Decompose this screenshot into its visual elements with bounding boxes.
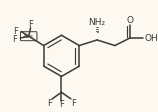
- Text: Abs: Abs: [23, 34, 34, 39]
- Text: O: O: [126, 16, 133, 25]
- Text: F: F: [71, 99, 76, 108]
- Text: OH: OH: [144, 34, 158, 43]
- Text: F: F: [13, 27, 18, 36]
- Text: F: F: [28, 19, 33, 29]
- Text: F: F: [59, 100, 64, 109]
- Text: NH₂: NH₂: [88, 18, 106, 27]
- Text: F: F: [47, 99, 52, 108]
- Text: F: F: [12, 34, 17, 43]
